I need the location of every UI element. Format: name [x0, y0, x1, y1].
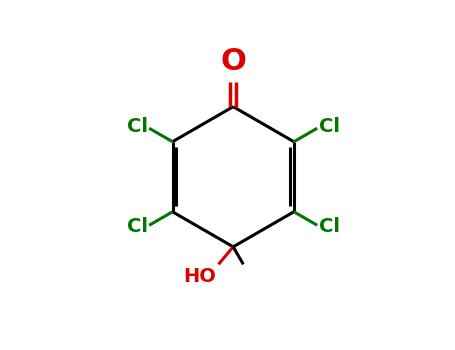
Text: Cl: Cl — [318, 117, 339, 135]
Text: Cl: Cl — [318, 217, 339, 236]
Text: Cl: Cl — [127, 117, 148, 135]
Text: O: O — [220, 47, 246, 76]
Text: Cl: Cl — [127, 217, 148, 236]
Text: HO: HO — [183, 267, 216, 286]
